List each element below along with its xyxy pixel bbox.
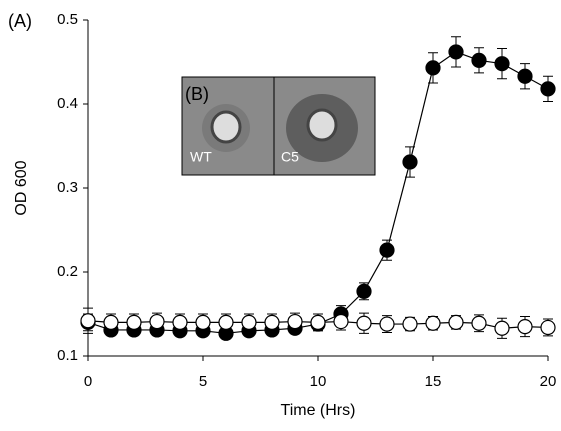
marker (379, 316, 395, 332)
marker (356, 315, 372, 331)
marker (448, 314, 464, 330)
inset-label: (B) (185, 84, 209, 104)
y-tick-label: 0.2 (57, 263, 78, 280)
marker (195, 314, 211, 330)
marker (172, 314, 188, 330)
x-tick-label: 10 (310, 373, 327, 390)
y-tick-label: 0.3 (57, 179, 78, 196)
marker (80, 313, 96, 329)
marker (356, 283, 372, 299)
marker (402, 316, 418, 332)
y-tick-label: 0.4 (57, 95, 78, 112)
marker (264, 314, 280, 330)
marker (402, 154, 418, 170)
marker (494, 320, 510, 336)
x-tick-label: 0 (84, 373, 92, 390)
x-tick-label: 20 (540, 373, 557, 390)
panel-label: (A) (8, 11, 32, 31)
marker (126, 314, 142, 330)
marker (425, 60, 441, 76)
marker (471, 315, 487, 331)
marker (540, 319, 556, 336)
colony (210, 110, 242, 144)
marker (241, 314, 257, 330)
inset-caption: C5 (281, 149, 299, 165)
y-tick-label: 0.1 (57, 347, 78, 364)
x-axis-label: Time (Hrs) (281, 402, 356, 419)
y-axis-label: OD 600 (13, 160, 30, 215)
marker (310, 314, 326, 330)
inset-caption: WT (190, 149, 212, 165)
marker (540, 81, 556, 97)
marker (333, 313, 349, 330)
marker (448, 44, 464, 60)
marker (287, 313, 303, 330)
marker (517, 319, 533, 335)
marker (218, 314, 234, 330)
marker (471, 52, 487, 68)
x-tick-label: 5 (199, 373, 207, 390)
y-tick-label: 0.5 (57, 11, 78, 28)
marker (379, 242, 395, 258)
inset: (B) WT C5 (181, 76, 376, 176)
colony (306, 108, 338, 142)
marker (103, 314, 119, 330)
x-tick-label: 15 (425, 373, 442, 390)
marker (494, 56, 510, 72)
marker (517, 68, 533, 84)
marker (149, 313, 165, 330)
marker (425, 315, 441, 331)
